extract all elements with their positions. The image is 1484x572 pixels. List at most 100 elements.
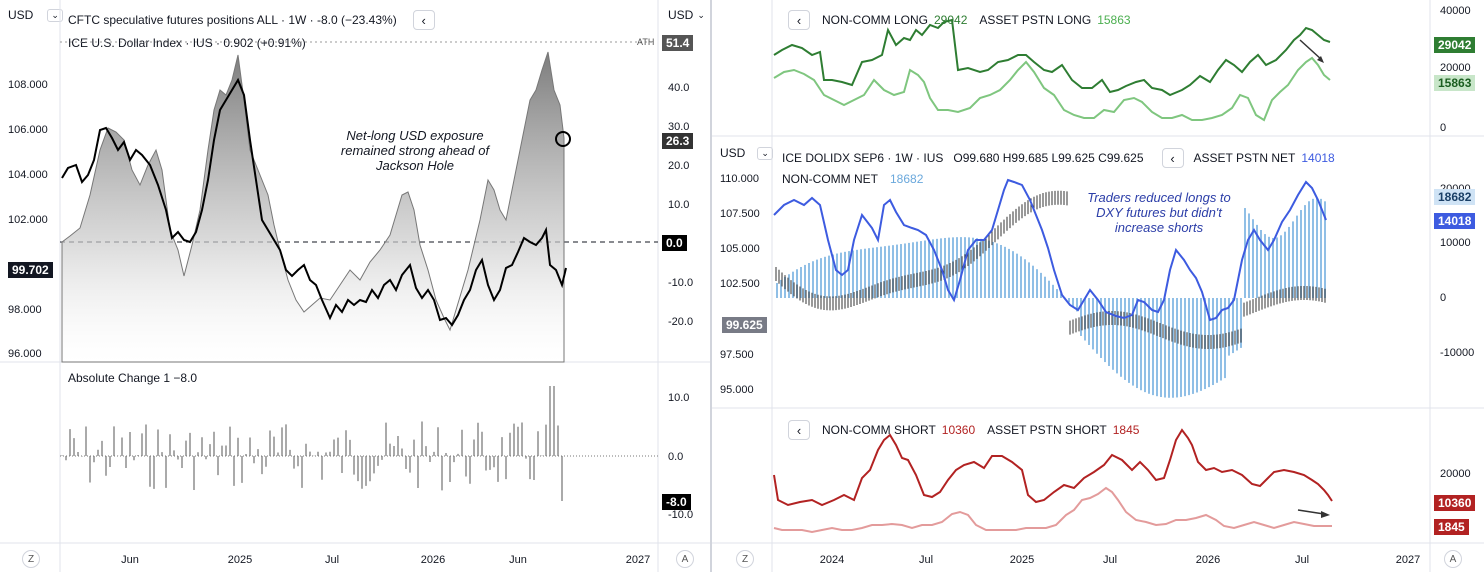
noncomm-net-bar — [868, 248, 870, 298]
right-charts: 40000 20000 0 110.000 107.500 105.000 10… — [712, 0, 1484, 572]
noncomm-net-bar — [892, 245, 894, 298]
noncomm-net-bar — [1312, 198, 1314, 298]
tag-last: 26.3 — [662, 133, 694, 149]
currency-selector-right-axis[interactable]: USD ⌄ — [668, 8, 705, 22]
noncomm-net-bar — [1260, 229, 1262, 298]
noncomm-net-bar — [980, 238, 982, 298]
noncomm-net-bar — [804, 264, 806, 298]
left-main-chart: 108.000 106.000 104.000 102.000 98.000 9… — [0, 0, 710, 572]
auto-scale-button-right[interactable]: A — [1444, 550, 1462, 568]
noncomm-net-bar — [1304, 205, 1306, 298]
noncomm-net-bar — [1276, 237, 1278, 298]
currency-selector-left[interactable]: USD ⌄ — [8, 8, 63, 22]
noncomm-net-bar — [1160, 298, 1162, 398]
svg-text:2026: 2026 — [1196, 554, 1220, 566]
noncomm-net-bar — [1036, 269, 1038, 298]
noncomm-net-bar — [1224, 298, 1226, 379]
noncomm-net-bar — [824, 256, 826, 298]
back-button[interactable]: ‹ — [1161, 148, 1184, 168]
noncomm-net-bar — [1092, 298, 1094, 350]
noncomm-net-bar — [1280, 235, 1282, 298]
noncomm-net-bar — [944, 237, 946, 298]
svg-text:20000: 20000 — [1440, 62, 1471, 74]
noncomm-net-bar — [1292, 221, 1294, 298]
top-axis: 40000 20000 0 — [1440, 5, 1471, 134]
noncomm-net-bar — [800, 267, 802, 298]
back-button[interactable]: ‹ — [788, 420, 810, 440]
noncomm-net-bar — [1016, 253, 1018, 298]
currency-label: USD — [8, 8, 34, 22]
noncomm-net-bar — [1000, 244, 1002, 298]
noncomm-net-bar — [1056, 289, 1058, 298]
noncomm-net-bar — [1252, 219, 1254, 298]
noncomm-net-bar — [972, 237, 974, 298]
noncomm-net-bar — [1032, 265, 1034, 298]
svg-text:107.500: 107.500 — [720, 208, 760, 220]
svg-text:Jun: Jun — [121, 554, 139, 566]
tag-bot-short: 10360 — [1434, 495, 1476, 511]
noncomm-net-bar — [1320, 198, 1322, 298]
noncomm-net-bar — [912, 242, 914, 298]
legend-asset-net: ASSET PSTN NET — [1193, 151, 1296, 165]
noncomm-net-bar — [1156, 298, 1158, 397]
lower-legend: Absolute Change 1 −8.0 — [68, 371, 197, 385]
legend-asset-net-value: 14018 — [1301, 151, 1335, 165]
currency-label: USD — [668, 8, 694, 22]
mid-price-tag: 99.625 — [722, 317, 767, 333]
svg-text:30.0: 30.0 — [668, 121, 689, 133]
bottom-axis: 20000 — [1440, 468, 1471, 480]
noncomm-net-bar — [844, 251, 846, 298]
noncomm-net-bar — [1184, 298, 1186, 397]
noncomm-net-bar — [836, 253, 838, 298]
noncomm-net-bar — [1044, 276, 1046, 298]
tag-change: -8.0 — [662, 494, 691, 510]
noncomm-net-bar — [1108, 298, 1110, 367]
svg-text:0: 0 — [1440, 292, 1446, 304]
chevron-down-icon: ⌄ — [757, 146, 773, 160]
svg-text:-20.0: -20.0 — [668, 316, 693, 328]
noncomm-net-bar — [864, 248, 866, 298]
price-tag-left: 99.702 — [8, 262, 53, 278]
net-position-area — [61, 51, 565, 363]
noncomm-net-bar — [812, 261, 814, 298]
svg-text:Jul: Jul — [1295, 554, 1309, 566]
auto-scale-button-left[interactable]: A — [676, 550, 694, 568]
noncomm-net-bar — [1088, 298, 1090, 345]
mid-legend-ohlc: O99.680 H99.685 L99.625 C99.625 — [953, 151, 1144, 165]
price-candles — [775, 190, 1326, 349]
noncomm-net-bar — [1148, 298, 1150, 394]
mid-left-axis: 110.000 107.500 105.000 102.500 97.500 9… — [720, 173, 760, 396]
noncomm-net-bar — [900, 244, 902, 298]
svg-text:2024: 2024 — [820, 554, 844, 566]
noncomm-net-bar — [1236, 298, 1238, 351]
noncomm-net-bar — [1052, 284, 1054, 298]
currency-selector-mid[interactable]: USD ⌄ — [720, 146, 773, 160]
svg-text:2027: 2027 — [626, 554, 650, 566]
noncomm-net-bar — [876, 247, 878, 298]
back-button[interactable]: ‹ — [788, 10, 810, 30]
noncomm-net-bar — [960, 237, 962, 298]
noncomm-net-bar — [1168, 298, 1170, 398]
back-button[interactable]: ‹ — [412, 10, 435, 30]
tag-mid-noncomm: 18682 — [1434, 189, 1476, 205]
ath-label: ATH — [637, 37, 655, 47]
zoom-button-right[interactable]: Z — [736, 550, 754, 568]
noncomm-net-bar — [1228, 298, 1230, 356]
tag-ath: 51.4 — [662, 35, 694, 51]
noncomm-net-bar — [924, 240, 926, 298]
noncomm-net-bar — [1284, 231, 1286, 298]
svg-text:10.0: 10.0 — [668, 199, 689, 211]
svg-text:106.000: 106.000 — [8, 124, 48, 136]
chevron-down-icon: ⌄ — [697, 9, 705, 20]
noncomm-net-bar — [1080, 298, 1082, 336]
noncomm-net-bar — [1020, 256, 1022, 298]
svg-text:102.500: 102.500 — [720, 278, 760, 290]
noncomm-net-bar — [996, 243, 998, 298]
svg-text:Jul: Jul — [919, 554, 933, 566]
noncomm-net-bar — [908, 242, 910, 298]
noncomm-net-bar — [1316, 198, 1318, 298]
mid-legend-symbol: ICE DOLIDX SEP6 · 1W · IUS — [782, 151, 944, 165]
asset-long-line — [773, 56, 1331, 122]
svg-text:108.000: 108.000 — [8, 79, 48, 91]
zoom-button-left[interactable]: Z — [22, 550, 40, 568]
